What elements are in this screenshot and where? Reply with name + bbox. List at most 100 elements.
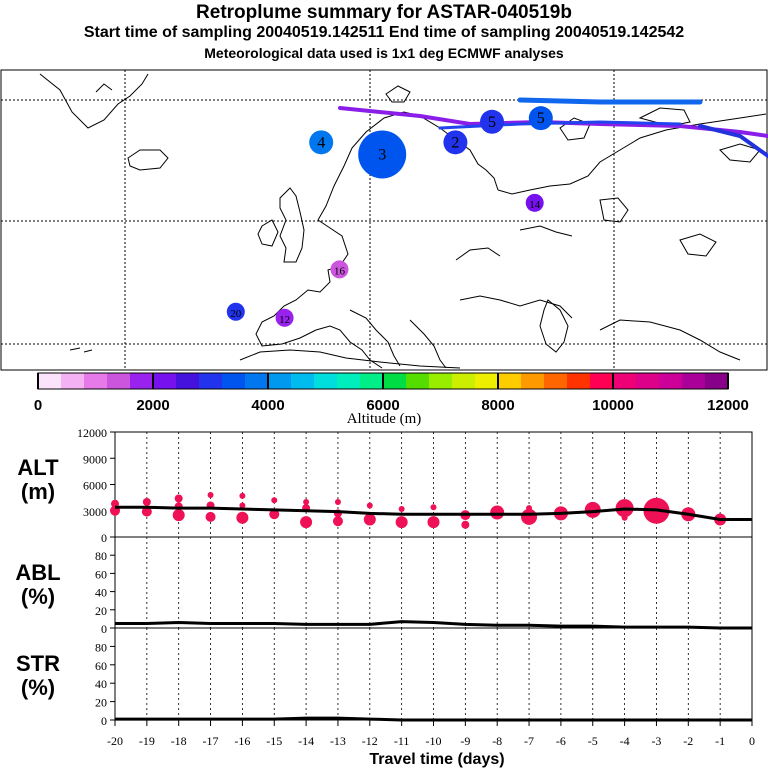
x-tick-label: -9 <box>460 734 470 748</box>
y-axis-unit: (m) <box>21 479 55 504</box>
colorbar-tick-label: 6000 <box>366 397 399 414</box>
time-series-panels: 030006000900012000ALT(m)020406080ABL(%)0… <box>15 426 755 768</box>
plume-point <box>526 505 533 512</box>
map-marker-label: 14 <box>529 199 541 211</box>
colorbar-segment <box>498 373 522 389</box>
plume-point <box>300 516 313 529</box>
y-tick-label: 12000 <box>77 426 107 440</box>
plume-point <box>271 497 278 504</box>
x-tick-label: -17 <box>203 734 219 748</box>
map-markers: 4325566141216201211 <box>226 106 553 327</box>
y-tick-label: 80 <box>95 640 107 654</box>
colorbar-segment <box>314 373 338 389</box>
map-marker-dot <box>528 106 553 131</box>
colorbar-segment <box>452 373 476 389</box>
map-marker-label: 5 <box>537 110 545 127</box>
colorbar-segment <box>61 373 85 389</box>
y-tick-label: 0 <box>101 714 107 728</box>
map-marker-dot <box>443 130 468 155</box>
x-tick-label: -14 <box>298 734 314 748</box>
x-tick-label: -6 <box>556 734 566 748</box>
meteo-info: Meteorological data used is 1x1 deg ECMW… <box>204 45 564 61</box>
map-marker-dot <box>525 193 544 212</box>
map-marker-dot <box>358 130 407 179</box>
map-marker: 5 <box>528 106 553 131</box>
colorbar-tick-label: 8000 <box>481 397 514 414</box>
plume-point <box>205 511 216 522</box>
colorbar-segment <box>682 373 706 389</box>
x-tick-label: -15 <box>266 734 282 748</box>
y-axis-label: ALT <box>17 455 59 480</box>
y-tick-label: 20 <box>95 696 107 710</box>
colorbar-segment <box>38 373 62 389</box>
colorbar-segment <box>705 373 729 389</box>
x-tick-label: -2 <box>683 734 693 748</box>
y-tick-label: 60 <box>95 567 107 581</box>
y-tick-label: 6000 <box>83 479 107 493</box>
plume-point <box>584 501 601 518</box>
panel-str: 0 20 40 60 80 STR(%) <box>16 627 753 728</box>
map-marker-label: 5 <box>488 114 496 131</box>
x-tick-label: -12 <box>362 734 378 748</box>
x-tick-label: -3 <box>651 734 661 748</box>
mean-altitude-line <box>115 505 752 521</box>
map-marker-label: 4 <box>317 134 325 151</box>
y-axis-label: STR <box>16 651 60 676</box>
trajectory-lines <box>338 97 768 158</box>
colorbar-segment <box>475 373 499 389</box>
colorbar-segment <box>406 373 430 389</box>
colorbar-tick-label: 12000 <box>707 397 749 414</box>
x-tick-label: -7 <box>524 734 534 748</box>
colorbar-segment <box>245 373 269 389</box>
x-tick-label: -16 <box>234 734 250 748</box>
y-tick-label: 40 <box>95 586 107 600</box>
map-marker-dot <box>226 302 245 321</box>
map-marker-dot <box>309 130 334 155</box>
fraction-line <box>115 620 752 630</box>
map-marker: 20 <box>226 302 245 321</box>
map-grid <box>1 70 767 370</box>
colorbar-segment <box>130 373 154 389</box>
map-marker: 4 <box>309 130 334 155</box>
x-axis-title: Travel time (days) <box>369 751 504 768</box>
colorbar-segment <box>337 373 361 389</box>
plume-point <box>239 502 246 509</box>
map-frame <box>0 69 768 371</box>
plume-point <box>332 516 343 527</box>
plume-point <box>461 520 470 529</box>
colorbar-segment <box>107 373 131 389</box>
plume-point <box>521 508 538 525</box>
map-marker-dot <box>330 260 349 279</box>
plume-point <box>490 505 505 520</box>
plume-point <box>366 502 373 509</box>
colorbar-segment <box>521 373 545 389</box>
map-marker: 3 <box>358 130 407 179</box>
colorbar-title: Altitude (m) <box>347 411 422 427</box>
x-tick-label: -1 <box>715 734 725 748</box>
y-tick-label: 40 <box>95 677 107 691</box>
x-tick-label: -13 <box>330 734 346 748</box>
x-axis: -20 -19 -18 -17 -16 -15 -14 -13 -12 -11 -10 -9 -8 -7-… <box>107 720 755 768</box>
plume-point <box>207 492 214 498</box>
y-axis-unit: (%) <box>21 584 55 609</box>
x-tick-label: -4 <box>620 734 630 748</box>
panel-abl: 0 20 40 60 80 ABL(%) <box>15 536 753 636</box>
colorbar-segment <box>613 373 637 389</box>
colorbar-segment <box>199 373 223 389</box>
x-tick-label: -10 <box>426 734 442 748</box>
y-axis-label: ABL <box>15 560 60 585</box>
plume-point <box>172 509 185 522</box>
colorbar-segment <box>544 373 568 389</box>
colorbar-tick-label: 4000 <box>251 397 284 414</box>
colorbar-segment <box>291 373 315 389</box>
plume-point <box>430 504 437 511</box>
map-marker: 12 <box>275 308 294 327</box>
x-tick-label: -11 <box>394 734 410 748</box>
map-marker-label: 16 <box>334 265 346 277</box>
y-tick-label: 20 <box>95 604 107 618</box>
x-tick-label: -20 <box>107 734 123 748</box>
colorbar-segment <box>429 373 453 389</box>
plume-point <box>142 498 151 506</box>
colorbar-segment <box>360 373 384 389</box>
y-tick-label: 80 <box>95 549 107 563</box>
